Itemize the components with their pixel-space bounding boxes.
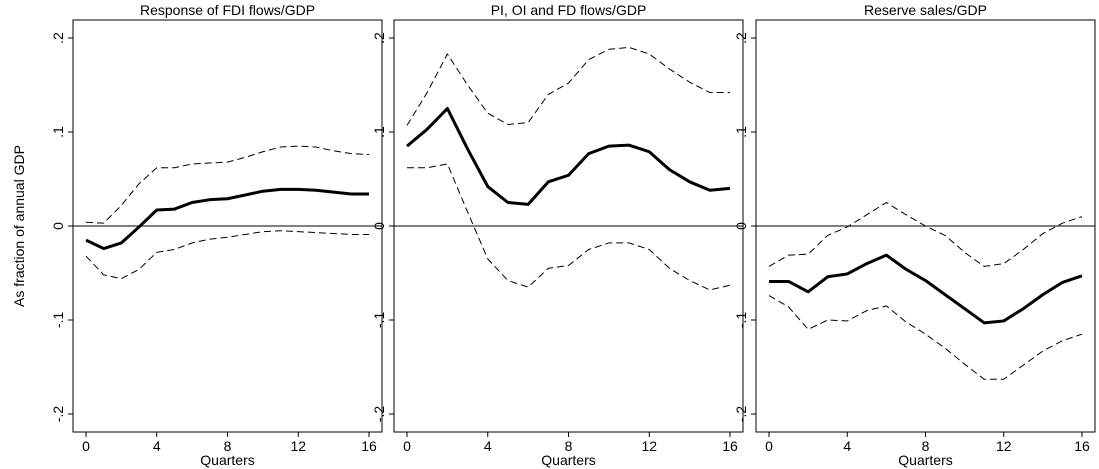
panel-title: PI, OI and FD flows/GDP [491,2,647,18]
x-axis-label: Quarters [898,452,952,468]
response-line [406,107,731,206]
x-tick-label: 16 [722,438,738,454]
response-line [769,253,1083,325]
y-axis-label: As fraction of annual GDP [11,145,27,307]
confidence-band [85,230,369,280]
x-tick-label: 8 [565,438,573,454]
x-tick-label: 4 [484,438,492,454]
confidence-band [407,163,731,291]
x-tick-label: 16 [361,438,377,454]
x-tick-label: 16 [1074,438,1090,454]
y-tick-label: -.1 [733,312,749,329]
x-tick-label: 12 [641,438,657,454]
x-tick-label: 4 [843,438,851,454]
y-tick-label: 0 [371,222,387,230]
x-tick-label: 8 [224,438,232,454]
x-axis-label: Quarters [200,452,254,468]
confidence-band [85,145,370,224]
y-tick-label: .1 [733,126,749,138]
y-tick-label: -.2 [733,406,749,423]
confidence-band [768,202,1083,267]
y-tick-label: .2 [50,32,66,44]
response-line [85,187,369,251]
x-tick-label: 0 [82,438,90,454]
x-tick-label: 4 [153,438,161,454]
y-tick-label: 0 [50,222,66,230]
y-tick-label: -.2 [50,406,66,423]
confidence-band [768,295,1083,380]
x-tick-label: 0 [403,438,411,454]
y-tick-label: .2 [733,32,749,44]
x-axis-label: Quarters [541,452,595,468]
x-tick-label: 12 [996,438,1012,454]
y-tick-label: .1 [50,126,66,138]
y-tick-label: .1 [371,126,387,138]
x-tick-label: 12 [290,438,306,454]
x-tick-label: 8 [922,438,930,454]
x-tick-label: 0 [765,438,773,454]
y-tick-label: 0 [733,222,749,230]
y-tick-label: -.1 [50,312,66,329]
y-tick-label: .2 [371,32,387,44]
y-tick-label: -.2 [371,406,387,423]
panel-title: Response of FDI flows/GDP [140,2,315,18]
panel-title: Reserve sales/GDP [864,2,987,18]
confidence-band [406,46,730,126]
y-tick-label: -.1 [371,312,387,329]
